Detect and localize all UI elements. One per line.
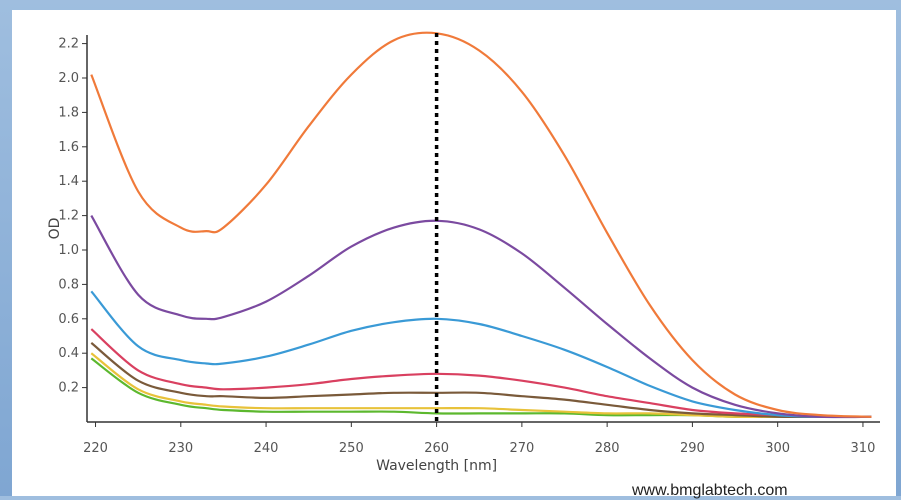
x-tick-label: 250 — [339, 441, 364, 456]
x-tick-label: 260 — [424, 441, 449, 456]
watermark-url: www.bmglabtech.com — [632, 482, 788, 499]
series-line-4 — [90, 328, 872, 419]
x-tick-label: 270 — [509, 441, 534, 456]
y-tick-label: 1.8 — [58, 105, 79, 120]
axes: 0.2 0.4 0.6 0.8 1.0 1.2 1.4 1.6 1.8 2.0 2.2 220 230 2… — [58, 35, 880, 456]
y-tick-label: 1.0 — [58, 243, 79, 258]
y-tick-label: 0.6 — [58, 312, 79, 327]
x-axis-label: Wavelength [nm] — [376, 458, 497, 474]
series-line-2 — [90, 215, 872, 419]
y-tick-label: 0.2 — [58, 381, 79, 396]
y-tick-label: 1.2 — [58, 209, 79, 224]
y-tick-label: 1.4 — [58, 174, 79, 189]
x-tick-label: 240 — [254, 441, 279, 456]
x-tick-label: 290 — [680, 441, 705, 456]
series-line-6 — [90, 352, 872, 419]
x-tick-label: 280 — [595, 441, 620, 456]
y-tick-label: 1.6 — [58, 140, 79, 155]
y-axis-label: OD — [47, 218, 63, 240]
y-tick-label: 2.0 — [58, 71, 79, 86]
series-lines — [90, 31, 872, 419]
series-line-5 — [90, 342, 872, 419]
y-tick-label: 2.2 — [58, 37, 79, 52]
y-tick-label: 0.4 — [58, 346, 79, 361]
x-tick-label: 300 — [765, 441, 790, 456]
x-tick-label: 220 — [83, 441, 108, 456]
x-tick-label: 310 — [851, 441, 876, 456]
series-line-1 — [90, 31, 872, 418]
x-tick-label: 230 — [168, 441, 193, 456]
absorbance-chart: 0.2 0.4 0.6 0.8 1.0 1.2 1.4 1.6 1.8 2.0 2.2 220 230 2… — [47, 31, 880, 474]
series-line-3 — [90, 290, 872, 419]
y-tick-label: 0.8 — [58, 277, 79, 292]
chart-panel: 0.2 0.4 0.6 0.8 1.0 1.2 1.4 1.6 1.8 2.0 2.2 220 230 2… — [12, 10, 896, 499]
